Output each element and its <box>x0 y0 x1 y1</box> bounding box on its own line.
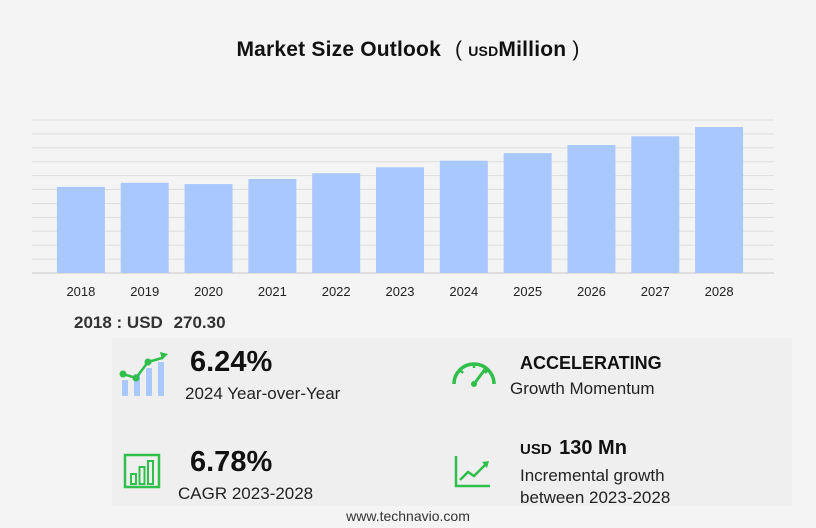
incremental-amount: 130 Mn <box>559 437 627 459</box>
chart-title: Market Size Outlook ( USDMillion ) <box>0 38 816 62</box>
bar-chart-icon <box>123 453 161 489</box>
bar-2027 <box>631 136 680 273</box>
x-tick-label-2018: 2018 <box>66 284 95 299</box>
cagr-value: 6.78% <box>190 446 273 478</box>
bar-2024 <box>439 160 488 273</box>
x-tick-label-2028: 2028 <box>705 284 734 299</box>
yoy-value: 6.24% <box>190 346 273 378</box>
incremental-value: USD 130 Mn <box>520 437 627 460</box>
bar-2025 <box>503 153 552 273</box>
x-axis-labels: 2018 2019 2020 2021 2022 2023 2024 2025 2026 2027… <box>66 284 733 299</box>
cagr-label: CAGR 2023-2028 <box>178 484 314 503</box>
title-unit: ( USDMillion ) <box>455 38 580 61</box>
momentum-label: Growth Momentum <box>510 379 655 398</box>
bar-2020 <box>184 184 233 273</box>
x-tick-label-2019: 2019 <box>130 284 159 299</box>
incremental-label-1: Incremental growth <box>520 466 665 485</box>
x-tick-label-2026: 2026 <box>577 284 606 299</box>
incremental-label-2: between 2023-2028 <box>520 488 671 507</box>
bar-2021 <box>248 178 297 273</box>
bar-2018 <box>56 186 105 273</box>
speedometer-icon <box>452 362 496 387</box>
title-main: Market Size Outlook <box>236 38 441 61</box>
bar-2022 <box>312 173 361 273</box>
x-tick-label-2024: 2024 <box>449 284 478 299</box>
stats-panel <box>112 338 792 506</box>
line-growth-icon <box>454 456 490 488</box>
base-year-number: 270.30 <box>173 313 226 332</box>
x-tick-label-2027: 2027 <box>641 284 670 299</box>
x-tick-label-2023: 2023 <box>386 284 415 299</box>
footer-site: www.technavio.com <box>346 508 470 524</box>
incremental-currency: USD <box>520 441 552 458</box>
base-year-label: 2018 : USD <box>74 313 163 332</box>
bar-2028 <box>695 127 744 273</box>
base-year-value: 2018 : USD 270.30 <box>74 313 226 333</box>
bar-chart: 2018 2019 2020 2021 2022 2023 2024 2025 2026 2027… <box>32 119 774 299</box>
bar-2023 <box>376 167 424 273</box>
x-tick-label-2021: 2021 <box>258 284 287 299</box>
x-tick-label-2022: 2022 <box>322 284 351 299</box>
x-tick-label-2025: 2025 <box>513 284 542 299</box>
yoy-label: 2024 Year-over-Year <box>185 384 341 403</box>
bar-trend-icon <box>119 352 168 396</box>
momentum-value: ACCELERATING <box>520 353 662 373</box>
chart-bars <box>56 127 744 273</box>
bar-2019 <box>120 182 169 273</box>
bar-2026 <box>567 144 616 273</box>
x-tick-label-2020: 2020 <box>194 284 223 299</box>
